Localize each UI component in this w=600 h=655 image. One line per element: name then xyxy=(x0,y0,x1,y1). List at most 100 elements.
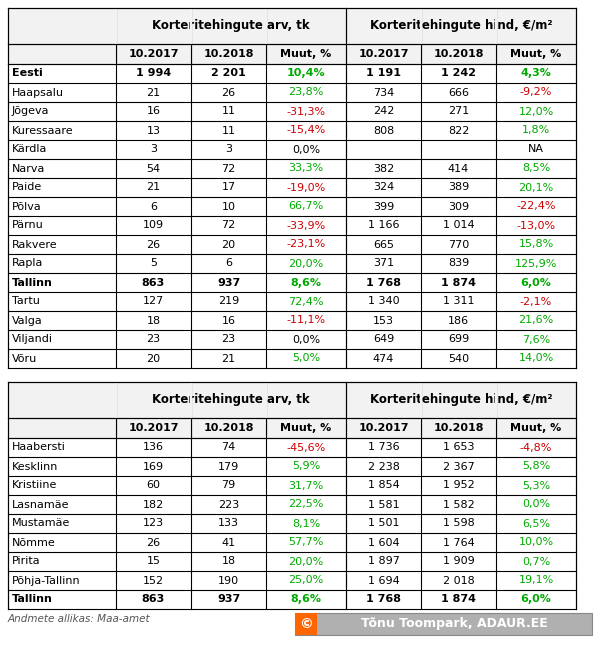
Text: 57,7%: 57,7% xyxy=(289,538,323,548)
Text: 186: 186 xyxy=(448,316,469,326)
Text: Viljandi: Viljandi xyxy=(12,335,53,345)
Text: 79: 79 xyxy=(221,481,236,491)
Text: Tallinn: Tallinn xyxy=(12,595,53,605)
Text: 1 874: 1 874 xyxy=(441,278,476,288)
Text: -31,3%: -31,3% xyxy=(286,107,326,117)
Text: 153: 153 xyxy=(373,316,394,326)
Text: Muut, %: Muut, % xyxy=(280,49,332,59)
Text: 182: 182 xyxy=(143,500,164,510)
Text: 1 764: 1 764 xyxy=(443,538,475,548)
Text: 1 501: 1 501 xyxy=(368,519,399,529)
Text: 399: 399 xyxy=(373,202,394,212)
Text: -15,4%: -15,4% xyxy=(286,126,326,136)
Text: 1 909: 1 909 xyxy=(443,557,475,567)
Text: 666: 666 xyxy=(448,88,469,98)
Text: Korteritehingute arv, tk: Korteritehingute arv, tk xyxy=(152,394,310,407)
Text: Nõmme: Nõmme xyxy=(12,538,56,548)
Text: 136: 136 xyxy=(143,443,164,453)
Text: 1 952: 1 952 xyxy=(443,481,475,491)
Text: 23: 23 xyxy=(221,335,236,345)
Text: -45,6%: -45,6% xyxy=(286,443,326,453)
Text: 1 191: 1 191 xyxy=(366,69,401,79)
Text: 1 768: 1 768 xyxy=(366,595,401,605)
Text: 8,6%: 8,6% xyxy=(290,278,322,288)
Text: 1 340: 1 340 xyxy=(368,297,400,307)
Text: 2 238: 2 238 xyxy=(368,462,400,472)
Text: 26: 26 xyxy=(146,538,161,548)
Text: 4,3%: 4,3% xyxy=(521,69,551,79)
Text: 863: 863 xyxy=(142,595,165,605)
Text: 54: 54 xyxy=(146,164,161,174)
Text: 5,9%: 5,9% xyxy=(292,462,320,472)
Text: 8,1%: 8,1% xyxy=(292,519,320,529)
Text: 1 242: 1 242 xyxy=(441,69,476,79)
Text: 23: 23 xyxy=(146,335,161,345)
Text: 10.2018: 10.2018 xyxy=(433,49,484,59)
Text: 1 897: 1 897 xyxy=(368,557,400,567)
Text: 109: 109 xyxy=(143,221,164,231)
Text: 10.2017: 10.2017 xyxy=(128,49,179,59)
Text: 1 736: 1 736 xyxy=(368,443,400,453)
Text: Tõnu Toompark, ADAUR.EE: Tõnu Toompark, ADAUR.EE xyxy=(361,618,548,631)
Text: 6,5%: 6,5% xyxy=(522,519,550,529)
Text: Korteritehingute hind, €/m²: Korteritehingute hind, €/m² xyxy=(370,394,552,407)
Bar xyxy=(8,8,576,64)
Text: 26: 26 xyxy=(221,88,236,98)
Text: Muut, %: Muut, % xyxy=(511,423,562,433)
Text: 179: 179 xyxy=(218,462,239,472)
Text: Muut, %: Muut, % xyxy=(511,49,562,59)
Text: 20: 20 xyxy=(146,354,161,364)
Text: 223: 223 xyxy=(218,500,239,510)
Text: 18: 18 xyxy=(146,316,161,326)
Text: Põlva: Põlva xyxy=(12,202,42,212)
Text: 699: 699 xyxy=(448,335,469,345)
Text: 21,6%: 21,6% xyxy=(518,316,554,326)
Text: 6: 6 xyxy=(150,202,157,212)
Text: -11,1%: -11,1% xyxy=(286,316,326,326)
Text: 6,0%: 6,0% xyxy=(521,278,551,288)
Text: 822: 822 xyxy=(448,126,469,136)
Text: 808: 808 xyxy=(373,126,394,136)
Text: 12,0%: 12,0% xyxy=(518,107,554,117)
Text: Mustamäe: Mustamäe xyxy=(12,519,70,529)
Text: 1 874: 1 874 xyxy=(441,595,476,605)
Text: 41: 41 xyxy=(221,538,236,548)
Text: 0,0%: 0,0% xyxy=(292,335,320,345)
Text: 3: 3 xyxy=(225,145,232,155)
Text: 1 598: 1 598 xyxy=(443,519,475,529)
Text: 665: 665 xyxy=(373,240,394,250)
Text: 20: 20 xyxy=(221,240,236,250)
Text: -4,8%: -4,8% xyxy=(520,443,552,453)
Text: 1 994: 1 994 xyxy=(136,69,171,79)
Text: 25,0%: 25,0% xyxy=(289,576,323,586)
Text: -2,1%: -2,1% xyxy=(520,297,552,307)
Text: 2 201: 2 201 xyxy=(211,69,246,79)
Text: 14,0%: 14,0% xyxy=(518,354,554,364)
Text: Korteritehingute arv, tk: Korteritehingute arv, tk xyxy=(152,20,310,33)
Text: -33,9%: -33,9% xyxy=(286,221,326,231)
Text: Narva: Narva xyxy=(12,164,46,174)
Text: 10,0%: 10,0% xyxy=(518,538,554,548)
Text: 382: 382 xyxy=(373,164,394,174)
Text: 10.2018: 10.2018 xyxy=(203,423,254,433)
Text: 5,8%: 5,8% xyxy=(522,462,550,472)
Text: 13: 13 xyxy=(146,126,161,136)
Text: -22,4%: -22,4% xyxy=(516,202,556,212)
Text: 11: 11 xyxy=(221,126,235,136)
Text: Muut, %: Muut, % xyxy=(280,423,332,433)
Text: 1,8%: 1,8% xyxy=(522,126,550,136)
Text: 6: 6 xyxy=(225,259,232,269)
Text: 31,7%: 31,7% xyxy=(289,481,323,491)
Text: 863: 863 xyxy=(142,278,165,288)
Text: 21: 21 xyxy=(146,88,161,98)
Text: 22,5%: 22,5% xyxy=(289,500,323,510)
Text: 16: 16 xyxy=(146,107,161,117)
Text: 540: 540 xyxy=(448,354,469,364)
Text: 839: 839 xyxy=(448,259,469,269)
Text: 18: 18 xyxy=(221,557,236,567)
Text: 72: 72 xyxy=(221,221,236,231)
Text: 1 854: 1 854 xyxy=(368,481,400,491)
Text: 1 311: 1 311 xyxy=(443,297,474,307)
Text: 8,6%: 8,6% xyxy=(290,595,322,605)
Text: 60: 60 xyxy=(146,481,161,491)
